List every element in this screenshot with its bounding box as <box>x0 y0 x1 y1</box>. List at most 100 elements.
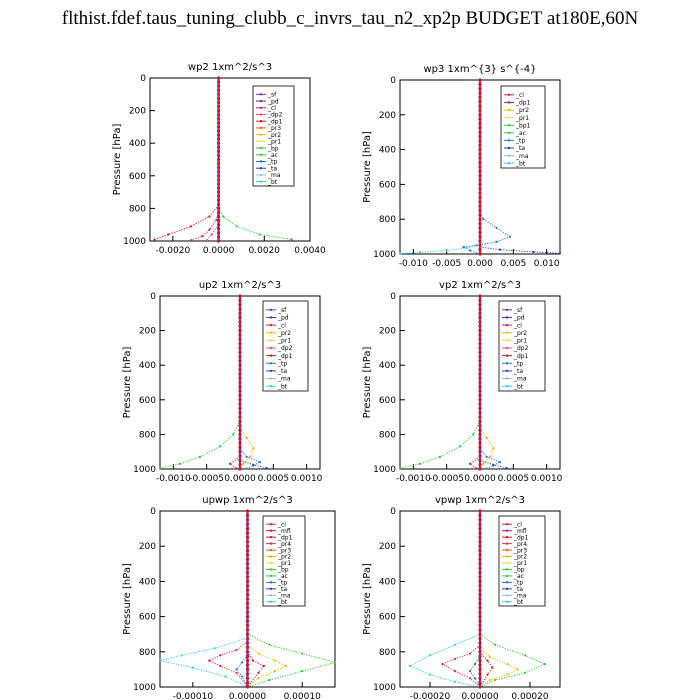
panel-title: vp2 1xm^2/s^3 <box>439 280 521 291</box>
legend-marker <box>269 542 273 545</box>
series-point-sf <box>216 186 221 190</box>
series-point-sf <box>478 601 482 606</box>
series-point-dp1 <box>262 664 266 667</box>
series-point-sf <box>478 615 482 619</box>
series-point-sf <box>216 174 221 178</box>
series-point-sf <box>216 210 221 215</box>
series-point-sf <box>238 337 242 341</box>
legend-entry: _ta <box>267 165 277 172</box>
legend-entry: _dp2 <box>277 345 293 352</box>
series-point-sf <box>478 341 482 346</box>
chart-panel-4: vp2 1xm^2/s^3 Pressure [hPa] 0 200 400 600 800… <box>362 280 563 484</box>
series-point-cl <box>478 152 482 156</box>
y-tick-label: 0 <box>150 292 156 302</box>
legend-entry: _tp <box>515 138 525 145</box>
y-axis-label: Pressure [hPa] <box>362 131 373 203</box>
series-point-sf <box>216 129 221 133</box>
series-point-sf <box>216 231 221 235</box>
series-point-sf <box>216 141 221 145</box>
y-tick-label: 200 <box>129 107 146 117</box>
legend-marker <box>505 354 509 357</box>
series-point-sf <box>478 645 482 650</box>
legend-entry: _bt <box>277 599 288 606</box>
legend-marker <box>505 548 509 552</box>
series-point-sf <box>478 424 482 428</box>
series-point-dp1 <box>167 233 170 236</box>
legend-marker <box>505 594 509 597</box>
series-line-cl <box>190 211 220 241</box>
series-point-sf <box>238 367 242 372</box>
legend-entry: _pr3 <box>277 547 291 554</box>
series-point-tp <box>473 677 477 680</box>
legend-entry: _pr4 <box>513 541 527 548</box>
series-point-bp <box>198 455 202 458</box>
series-point-cl <box>478 174 482 178</box>
series-point-cl <box>478 221 482 226</box>
chart-panel-3: up2 1xm^2/s^3 Pressure [hPa] 0 200 400 600 800… <box>122 280 323 484</box>
series-point-sf <box>245 601 250 606</box>
series-point-sf <box>478 402 482 406</box>
series-point-sf <box>216 239 221 243</box>
legend-entry: _cl <box>515 92 524 99</box>
legend-marker <box>505 587 509 591</box>
legend-entry: _dp1 <box>277 534 293 541</box>
series-point-sf <box>238 316 242 320</box>
series-point-sf <box>245 522 250 526</box>
series-point-cl <box>478 204 482 208</box>
y-tick-label: 600 <box>379 180 396 190</box>
figure-title: flthist.fdef.taus_tuning_clubb_c_invrs_t… <box>61 8 639 29</box>
series-point-sf <box>245 619 250 623</box>
series-point-bt <box>428 654 432 657</box>
series-point-ta <box>492 463 495 466</box>
series-point-cl <box>208 659 211 662</box>
x-tick-label: 0.00020 <box>511 692 548 700</box>
series-point-tp <box>498 460 502 464</box>
legend-entry: _sf <box>277 307 287 314</box>
legend-entry: _dp1 <box>513 534 529 541</box>
legend-marker <box>505 384 509 388</box>
series-point-sf <box>238 419 242 424</box>
series-point-tp <box>468 249 472 252</box>
legend-marker <box>269 600 273 603</box>
legend-marker <box>507 154 511 157</box>
series-point-cl <box>478 187 482 191</box>
x-tick-label: 0.000 <box>467 259 493 269</box>
series-point-sf <box>245 659 250 663</box>
series-point-cl <box>478 243 482 247</box>
legend-entry: _ma <box>267 172 281 179</box>
series-point-bp <box>258 233 261 236</box>
series-point-sf <box>478 544 482 548</box>
series-point-sf <box>238 385 242 389</box>
legend-entry: _ta <box>513 586 523 593</box>
series-point-dp1 <box>475 467 478 470</box>
legend-entry: _pd <box>277 315 289 322</box>
legend-entry: _bp1 <box>515 122 531 129</box>
x-tick-label: 0.00010 <box>284 692 321 700</box>
series-point-bt <box>465 246 468 250</box>
series-point-cl <box>478 113 482 117</box>
series-point-ta <box>532 250 535 254</box>
series-point-cl <box>478 217 482 221</box>
series-point-sf <box>245 549 250 553</box>
series-point-sf <box>245 663 250 667</box>
legend-entry: _pd <box>267 98 279 105</box>
series-point-sf <box>238 303 242 307</box>
plot-frame <box>149 77 311 242</box>
series-point-sf <box>478 324 482 328</box>
series-point-cl <box>478 252 482 256</box>
series-point-bp <box>418 462 422 465</box>
series-point-dp2 <box>210 233 213 236</box>
legend-marker <box>269 561 273 565</box>
series-point-bt <box>453 680 457 683</box>
series-point-sf <box>478 441 482 445</box>
legend-marker <box>269 339 273 342</box>
series-point-bp <box>458 445 462 448</box>
series-point-sf <box>478 628 482 632</box>
series-point-sf <box>245 571 250 575</box>
series-point-sf <box>478 380 482 385</box>
series-point-sf <box>478 298 482 302</box>
series-point-sf <box>245 637 250 641</box>
legend-box <box>500 85 546 169</box>
series-point-pr2 <box>273 659 276 662</box>
legend-marker <box>259 120 263 123</box>
